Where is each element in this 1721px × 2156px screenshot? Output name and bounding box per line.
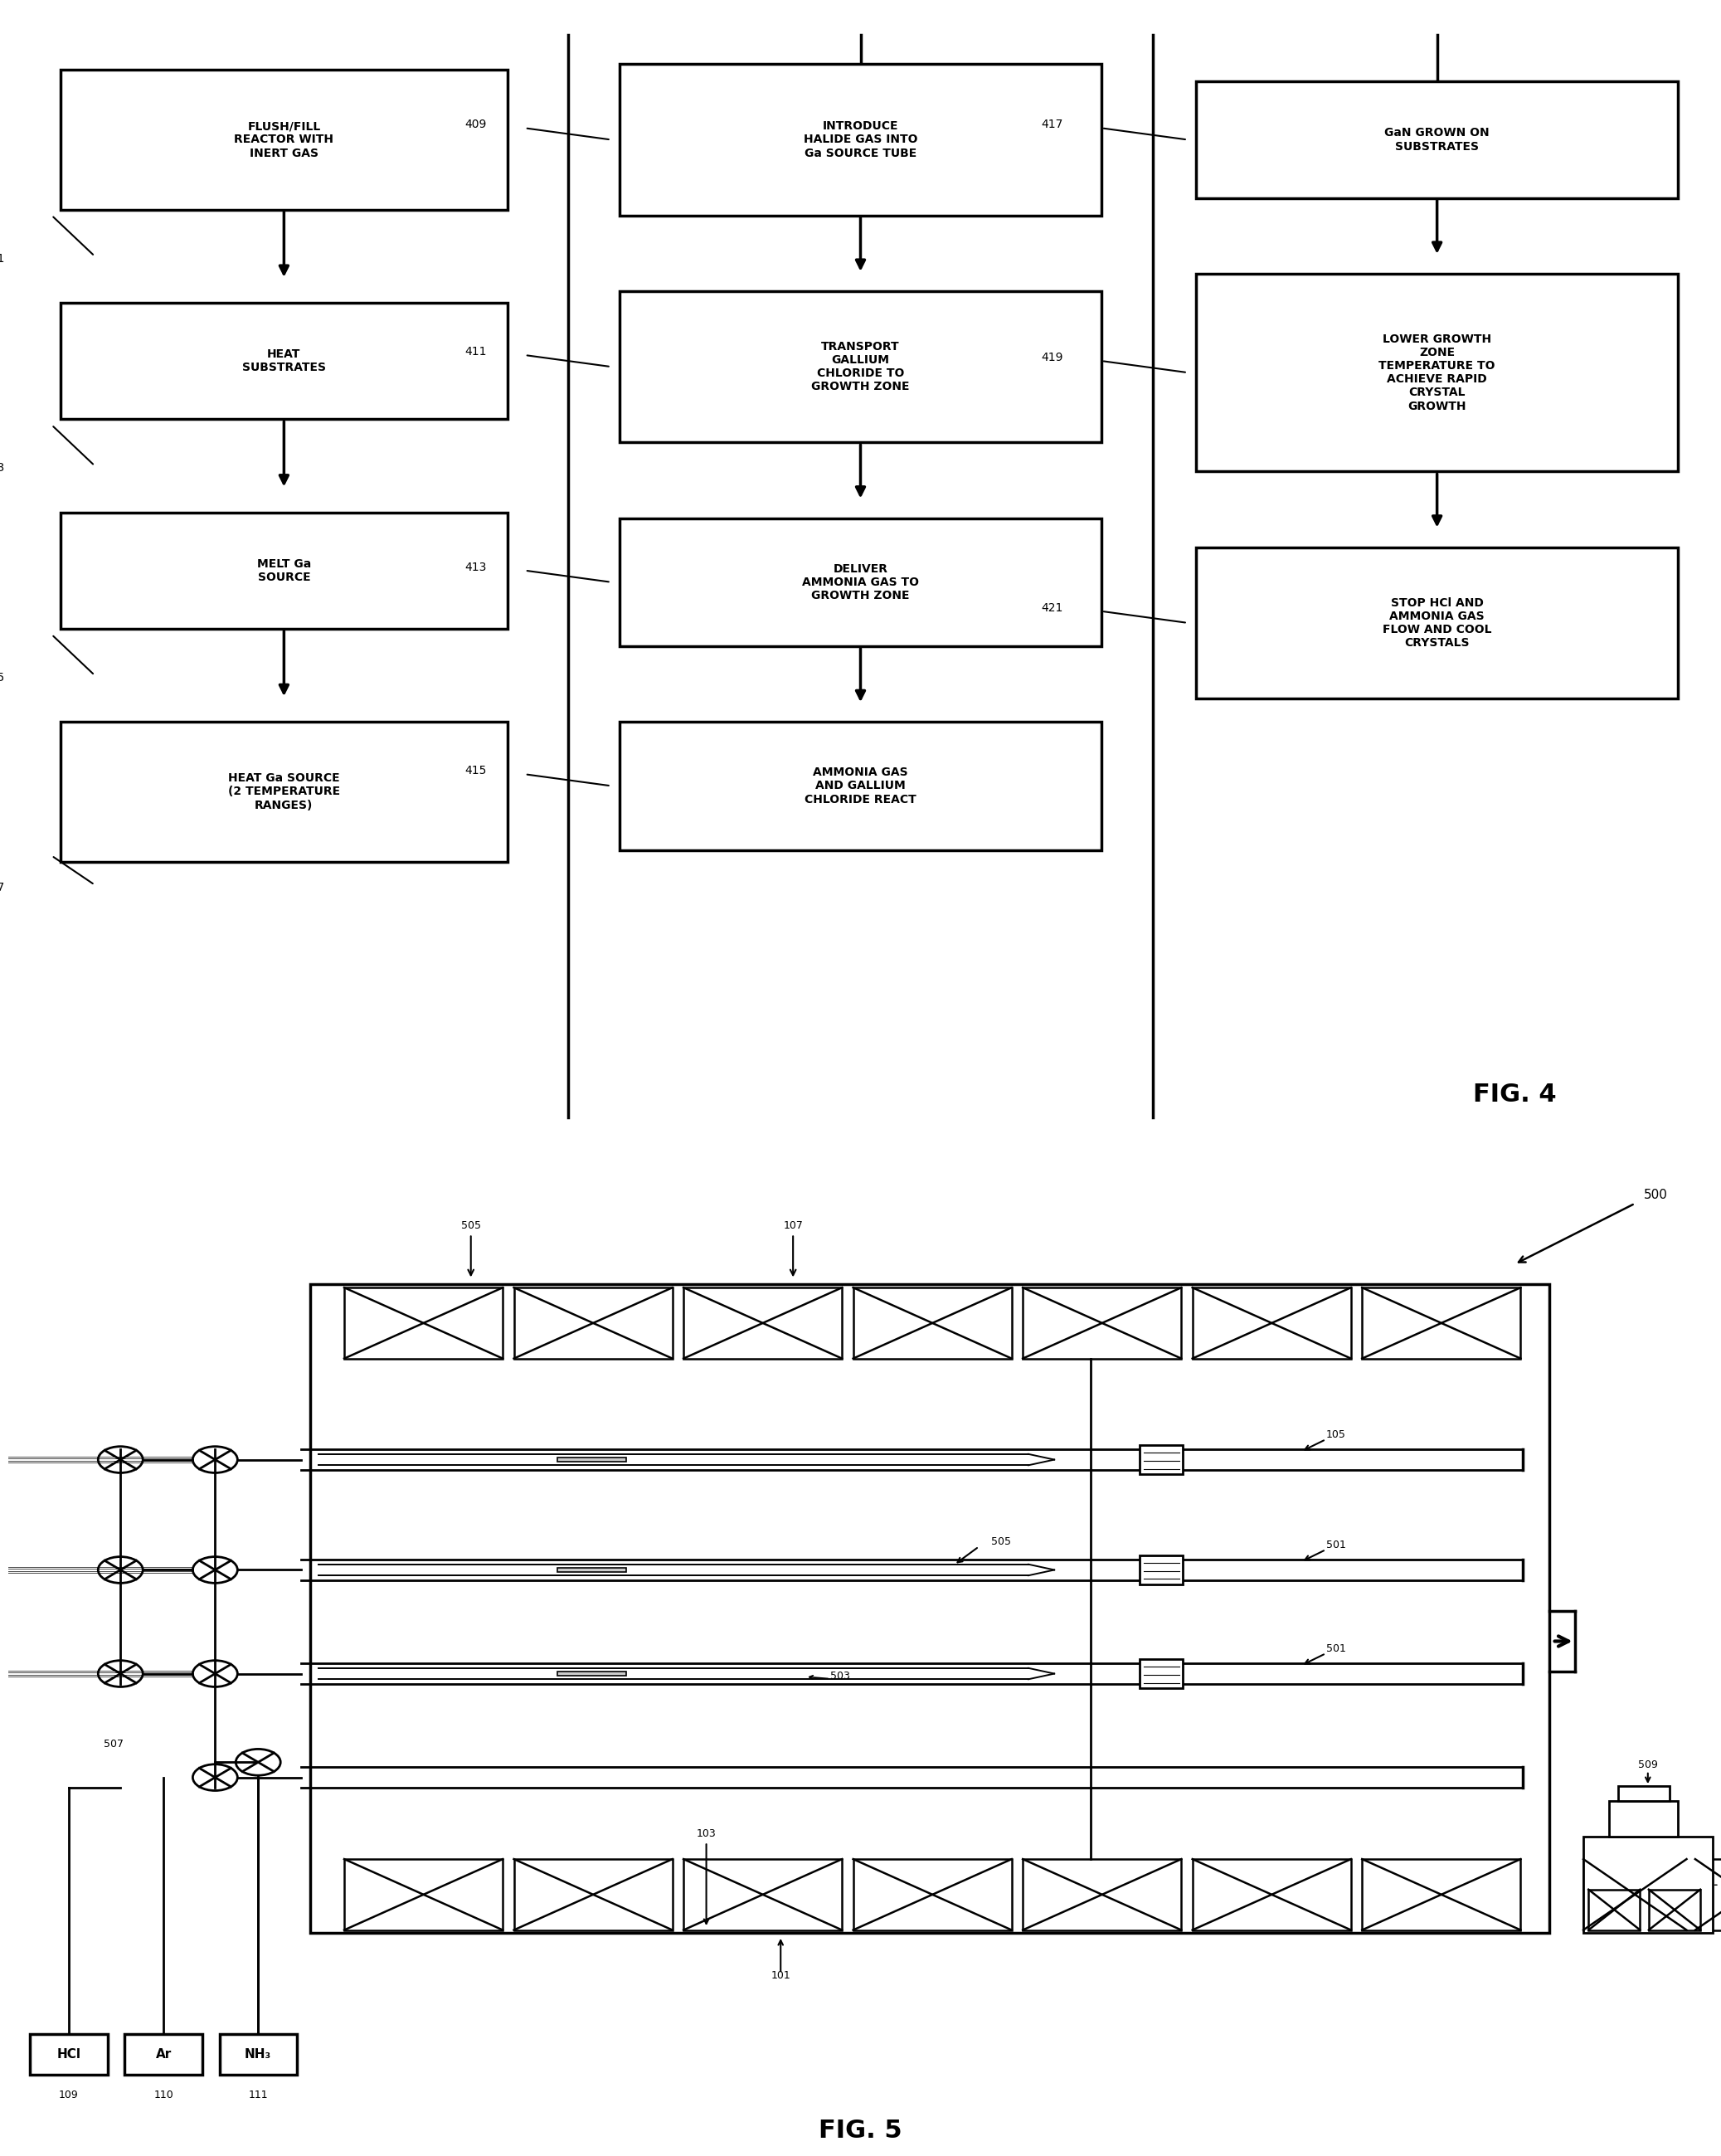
Bar	[124, 2035, 203, 2074]
Bar	[1022, 1287, 1181, 1358]
Text: 409: 409	[465, 119, 487, 132]
Text: INTRODUCE
HALIDE GAS INTO
Ga SOURCE TUBE: INTRODUCE HALIDE GAS INTO Ga SOURCE TUBE	[804, 121, 917, 160]
Text: 419: 419	[1041, 351, 1064, 364]
Text: 500: 500	[1644, 1188, 1668, 1201]
Text: 411: 411	[465, 345, 487, 358]
Bar	[1583, 1858, 1687, 1930]
Bar	[1588, 1889, 1640, 1930]
Bar	[220, 2035, 296, 2074]
Text: 405: 405	[0, 673, 5, 683]
Text: GaN GROWN ON
SUBSTRATES: GaN GROWN ON SUBSTRATES	[1384, 127, 1490, 153]
Text: 503: 503	[830, 1671, 850, 1682]
Text: 505: 505	[991, 1537, 1012, 1548]
Text: HEAT Ga SOURCE
(2 TEMPERATURE
RANGES): HEAT Ga SOURCE (2 TEMPERATURE RANGES)	[227, 772, 341, 811]
Text: 401: 401	[0, 252, 5, 265]
Bar	[558, 1567, 626, 1572]
Bar	[1695, 1858, 1721, 1930]
Bar	[1583, 1837, 1712, 1934]
Bar	[1361, 1287, 1521, 1358]
Bar	[310, 1285, 1549, 1934]
Text: AMMONIA GAS
AND GALLIUM
CHLORIDE REACT: AMMONIA GAS AND GALLIUM CHLORIDE REACT	[805, 768, 916, 804]
Bar	[1196, 82, 1678, 198]
Text: 507: 507	[103, 1738, 124, 1749]
Bar	[1193, 1287, 1351, 1358]
Bar	[683, 1858, 842, 1930]
Bar	[1361, 1858, 1521, 1930]
Bar	[60, 513, 508, 630]
Text: FLUSH/FILL
REACTOR WITH
INERT GAS: FLUSH/FILL REACTOR WITH INERT GAS	[234, 121, 334, 160]
Bar	[1139, 1557, 1182, 1585]
Text: HCl: HCl	[57, 2048, 81, 2061]
Text: 509: 509	[1638, 1759, 1657, 1770]
Bar	[1022, 1858, 1181, 1930]
Bar	[515, 1858, 673, 1930]
Bar	[60, 722, 508, 862]
Bar	[344, 1858, 503, 1930]
Text: FIG. 5: FIG. 5	[819, 2119, 902, 2143]
Text: 110: 110	[153, 2089, 174, 2100]
Text: STOP HCl AND
AMMONIA GAS
FLOW AND COOL
CRYSTALS: STOP HCl AND AMMONIA GAS FLOW AND COOL C…	[1382, 597, 1492, 649]
Bar	[344, 1287, 503, 1358]
Text: 413: 413	[465, 561, 487, 573]
Bar	[1649, 1889, 1700, 1930]
Text: 501: 501	[1325, 1643, 1346, 1654]
Bar	[1193, 1858, 1351, 1930]
Text: 415: 415	[465, 765, 487, 776]
Bar	[683, 1287, 842, 1358]
Text: TRANSPORT
GALLIUM
CHLORIDE TO
GROWTH ZONE: TRANSPORT GALLIUM CHLORIDE TO GROWTH ZON…	[811, 341, 910, 392]
Bar	[60, 69, 508, 209]
Text: 107: 107	[783, 1220, 804, 1231]
Text: 417: 417	[1041, 119, 1064, 132]
Text: 403: 403	[0, 461, 5, 474]
Text: HEAT
SUBSTRATES: HEAT SUBSTRATES	[243, 349, 325, 373]
Bar	[854, 1858, 1012, 1930]
Text: 407: 407	[0, 882, 5, 893]
Text: 103: 103	[697, 1828, 716, 1839]
Text: 505: 505	[461, 1220, 480, 1231]
Text: LOWER GROWTH
ZONE
TEMPERATURE TO
ACHIEVE RAPID
CRYSTAL
GROWTH: LOWER GROWTH ZONE TEMPERATURE TO ACHIEVE…	[1379, 334, 1496, 412]
Bar	[620, 517, 1101, 647]
Text: MELT Ga
SOURCE: MELT Ga SOURCE	[256, 558, 312, 582]
Text: 105: 105	[1325, 1429, 1346, 1440]
Bar	[1139, 1660, 1182, 1688]
Bar	[515, 1287, 673, 1358]
Bar	[558, 1671, 626, 1675]
Text: FIG. 4: FIG. 4	[1473, 1082, 1556, 1106]
Text: 101: 101	[771, 1971, 790, 1981]
Text: 109: 109	[59, 2089, 79, 2100]
Bar	[60, 302, 508, 418]
Bar	[620, 722, 1101, 849]
Text: NH₃: NH₃	[244, 2048, 272, 2061]
Bar	[1196, 548, 1678, 699]
Bar	[854, 1287, 1012, 1358]
Text: 501: 501	[1325, 1539, 1346, 1550]
Bar	[1196, 274, 1678, 472]
Bar	[1139, 1445, 1182, 1475]
Text: 421: 421	[1041, 602, 1064, 614]
Bar	[1618, 1785, 1669, 1802]
Text: 111: 111	[248, 2089, 268, 2100]
Text: DELIVER
AMMONIA GAS TO
GROWTH ZONE: DELIVER AMMONIA GAS TO GROWTH ZONE	[802, 563, 919, 602]
Bar	[1609, 1802, 1678, 1837]
Bar	[620, 65, 1101, 216]
Text: Ar: Ar	[155, 2048, 172, 2061]
Bar	[29, 2035, 107, 2074]
Bar	[620, 291, 1101, 442]
Bar	[558, 1457, 626, 1462]
